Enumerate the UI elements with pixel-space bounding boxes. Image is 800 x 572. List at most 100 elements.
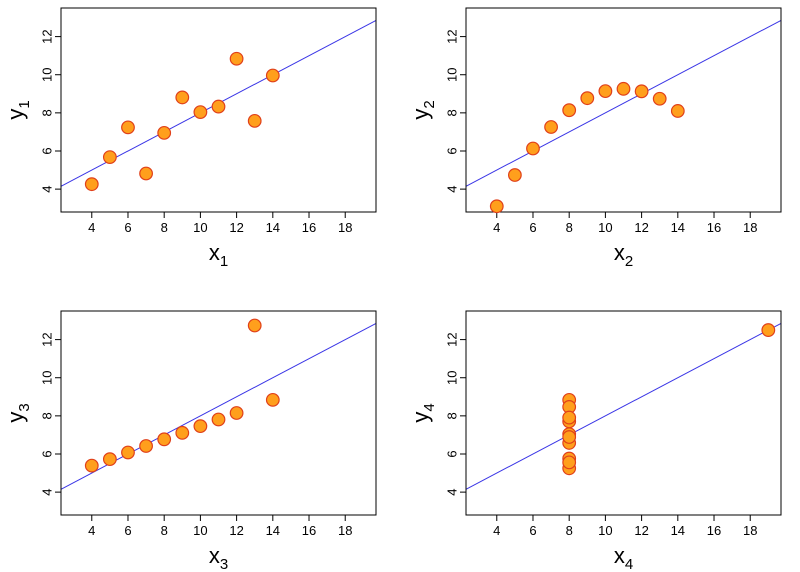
x-tick-label: 16 [302,523,316,538]
x-tick-label: 8 [161,220,168,235]
data-point [247,318,262,333]
x-tick-label: 6 [124,523,131,538]
x-tick-label: 8 [566,220,573,235]
data-point [139,439,153,453]
y-axis-label: y4 [408,403,438,422]
data-point [634,84,649,99]
data-point [562,430,577,444]
x-axis-label: x3 [209,543,228,572]
y-tick-label: 12 [40,29,55,43]
x-tick-label: 10 [598,220,612,235]
data-point [157,432,172,447]
data-point [616,81,631,96]
x-tick-label: 10 [193,220,207,235]
x-tick-label: 14 [671,523,685,538]
data-point [562,410,577,425]
y-tick-label: 4 [40,489,55,496]
x-tick-label: 16 [707,523,721,538]
data-point [670,104,685,118]
x-tick-label: 4 [88,220,95,235]
data-point [193,419,208,434]
data-point [265,392,280,407]
y-tick-label: 8 [445,412,460,419]
x-tick-label: 14 [266,523,280,538]
data-point [562,455,577,470]
x-tick-label: 6 [529,220,536,235]
x-tick-label: 18 [338,220,352,235]
x-tick-label: 14 [671,220,685,235]
x-tick-label: 18 [338,523,352,538]
x-axis-label: x1 [209,240,228,270]
data-point [229,406,244,420]
x-tick-label: 10 [193,523,207,538]
x-tick-label: 10 [598,523,612,538]
x-tick-label: 18 [743,523,757,538]
regression-line [466,19,781,187]
y-tick-label: 10 [40,370,55,384]
y-tick-label: 8 [40,412,55,419]
y-tick-label: 4 [40,186,55,193]
data-point [265,68,280,83]
y-tick-label: 12 [445,332,460,346]
x-tick-label: 8 [566,523,573,538]
y-axis-label: y2 [408,100,438,119]
data-point [507,168,522,182]
x-tick-label: 16 [707,220,721,235]
x-tick-label: 12 [229,220,243,235]
x-tick-label: 16 [302,220,316,235]
y-tick-label: 10 [445,67,460,81]
data-point [121,120,135,135]
x-tick-label: 4 [493,523,500,538]
y-axis-label: y1 [3,100,33,119]
y-tick-label: 6 [40,450,55,457]
data-point [157,125,172,140]
data-point [229,51,244,66]
data-point [84,458,99,473]
y-tick-label: 10 [40,67,55,81]
x-tick-label: 6 [529,523,536,538]
x-tick-label: 4 [88,523,95,538]
x-tick-label: 18 [743,220,757,235]
regression-line [466,322,781,490]
data-point [652,91,667,106]
x-tick-label: 4 [493,220,500,235]
y-tick-label: 10 [445,370,460,384]
y-axis-label: y3 [3,403,33,422]
plot-frame [60,7,377,213]
data-point [193,105,208,119]
data-point [175,90,190,105]
x-tick-label: 14 [266,220,280,235]
x-axis-label: x2 [614,240,633,270]
data-point [175,425,190,440]
y-tick-label: 4 [445,489,460,496]
y-tick-label: 6 [40,147,55,154]
y-tick-label: 6 [445,147,460,154]
plot-frame [465,7,782,213]
data-point [598,84,613,99]
y-tick-label: 6 [445,450,460,457]
y-tick-label: 4 [445,186,460,193]
plot-frame [465,310,782,516]
data-point [562,103,577,118]
x-tick-label: 12 [634,523,648,538]
data-point [489,199,504,214]
y-tick-label: 12 [445,29,460,43]
x-tick-label: 12 [229,523,243,538]
y-tick-label: 12 [40,332,55,346]
plot-frame [60,310,377,516]
data-point [102,452,117,467]
x-tick-label: 12 [634,220,648,235]
data-point [121,445,135,460]
data-point [526,141,540,156]
data-point [211,99,226,114]
data-point [544,120,558,134]
data-point [84,177,99,192]
data-point [247,113,262,128]
data-point [139,166,153,181]
y-tick-label: 8 [40,109,55,116]
data-point [580,91,595,106]
